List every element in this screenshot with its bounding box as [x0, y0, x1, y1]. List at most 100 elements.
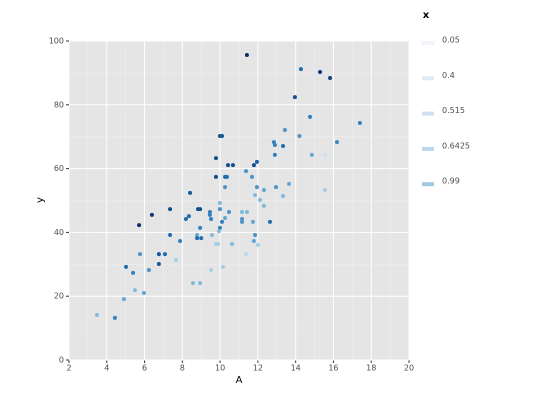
point	[195, 232, 200, 237]
point	[198, 281, 203, 286]
legend-label: 0.6425	[442, 141, 470, 150]
x-tick-label: 16	[328, 364, 338, 373]
point	[220, 219, 224, 224]
point	[188, 190, 193, 195]
point	[121, 297, 126, 302]
x-axis-label: A	[236, 375, 243, 386]
point	[195, 236, 200, 241]
point	[308, 114, 313, 119]
point	[253, 193, 258, 198]
x-tick-label: 6	[142, 364, 147, 373]
point	[240, 209, 245, 214]
point	[240, 219, 245, 224]
legend-label: 0.05	[442, 36, 460, 45]
point	[149, 212, 154, 217]
point	[281, 194, 286, 199]
y-tick-label: 60	[54, 164, 64, 173]
point	[254, 159, 259, 164]
point	[199, 236, 204, 241]
point	[309, 152, 314, 157]
legend-swatch	[422, 182, 434, 187]
point	[223, 216, 228, 221]
point	[216, 241, 221, 246]
point	[156, 261, 161, 266]
point	[226, 209, 231, 214]
point	[217, 207, 222, 212]
x-tick-label: 2	[66, 364, 71, 373]
point	[224, 174, 229, 179]
point	[168, 207, 173, 212]
point	[274, 185, 279, 190]
point	[190, 281, 195, 286]
x-tick-label: 8	[180, 364, 185, 373]
legend-label: 0.4	[442, 71, 455, 80]
point	[282, 128, 287, 133]
point	[230, 163, 235, 168]
point	[298, 67, 303, 72]
point	[146, 268, 151, 273]
point	[244, 53, 249, 58]
y-tick-label: 100	[49, 37, 64, 46]
point	[207, 212, 212, 217]
x-tick-label: 12	[253, 364, 263, 373]
point	[198, 207, 203, 212]
x-tick-label: 14	[291, 364, 301, 373]
point	[261, 187, 266, 192]
point	[223, 185, 228, 190]
x-tick-label: 18	[366, 364, 376, 373]
point	[250, 174, 255, 179]
legend-swatch	[422, 41, 434, 45]
point	[209, 217, 214, 222]
point	[132, 288, 137, 293]
point	[226, 163, 231, 168]
point	[244, 209, 249, 214]
point	[322, 152, 327, 157]
point	[162, 252, 167, 257]
legend-swatch	[422, 76, 434, 81]
point	[124, 264, 129, 269]
y-tick-label: 80	[54, 100, 64, 109]
point	[243, 169, 248, 174]
x-tick-label: 20	[404, 364, 414, 373]
point	[318, 69, 323, 74]
legend-swatch	[422, 111, 434, 116]
point	[94, 313, 99, 318]
point	[168, 232, 173, 237]
point	[253, 232, 258, 237]
point	[357, 120, 362, 125]
point	[255, 242, 260, 247]
point	[251, 239, 256, 244]
point	[335, 140, 340, 145]
point	[217, 201, 222, 206]
point	[138, 252, 143, 257]
point	[292, 95, 297, 100]
point	[137, 223, 142, 228]
point	[272, 152, 277, 157]
legend-label: 0.99	[442, 177, 460, 186]
point	[287, 181, 292, 186]
y-tick-label: 20	[54, 292, 64, 301]
x-tick-label: 4	[104, 364, 109, 373]
point	[261, 203, 266, 208]
point	[281, 143, 286, 148]
point	[297, 134, 302, 139]
point	[328, 76, 333, 81]
point	[213, 156, 218, 161]
point	[209, 268, 214, 273]
point	[216, 229, 221, 234]
legend-title: x	[423, 10, 430, 21]
y-axis-label: y	[35, 197, 46, 203]
legend-label: 0.515	[442, 106, 465, 115]
point	[112, 315, 117, 320]
point	[250, 219, 255, 224]
point	[220, 134, 224, 139]
point	[131, 270, 136, 275]
point	[230, 241, 235, 246]
point	[178, 239, 183, 244]
point	[186, 214, 191, 219]
point	[257, 197, 262, 202]
point	[220, 264, 225, 269]
point	[240, 217, 245, 222]
point	[173, 258, 178, 263]
